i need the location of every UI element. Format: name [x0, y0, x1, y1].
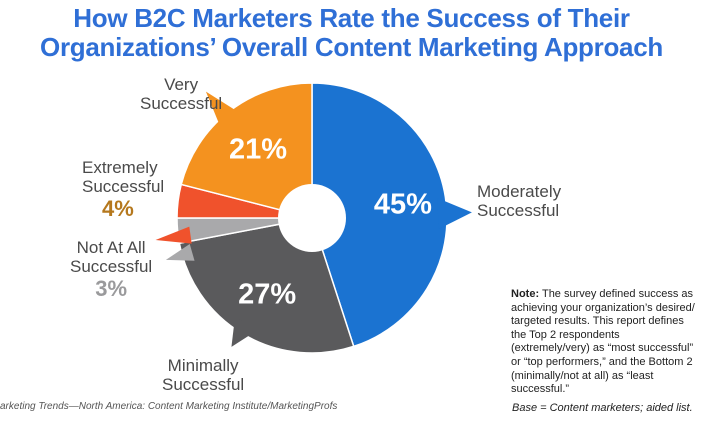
label-moderately-line-1: Moderately: [477, 182, 562, 201]
survey-note: Note: The survey defined success as achi…: [511, 288, 699, 397]
label-extremely-line-2: Successful: [82, 177, 165, 196]
value-extremely: 4%: [102, 196, 134, 221]
note-label: Note:: [511, 288, 540, 300]
pointer-moderately: [437, 198, 472, 230]
slice-value-minimally: 27%: [238, 279, 296, 311]
label-minimally-successful: Minimally Successful: [162, 356, 244, 394]
label-notatall-line-2: Successful: [70, 257, 153, 276]
donut-hole: [278, 184, 346, 252]
label-very-line-1: Very: [164, 75, 199, 94]
pointer-minimally: [231, 316, 258, 347]
chart-title-line-2: Organizations’ Overall Content Marketing…: [40, 32, 663, 62]
label-not-at-all-successful: Not At All Successful 3%: [70, 238, 152, 301]
value-not-at-all: 3%: [95, 276, 127, 301]
slice-value-moderately: 45%: [374, 189, 432, 221]
pointer-extremely: [155, 226, 192, 244]
chart-title-line-1: How B2C Marketers Rate the Success of Th…: [73, 3, 630, 33]
label-extremely-line-1: Extremely: [82, 158, 158, 177]
label-extremely-successful: Extremely Successful 4%: [82, 158, 164, 221]
label-very-line-2: Successful: [140, 94, 223, 113]
slice-moderately: [311, 82, 448, 348]
pointer-not-at-all: [165, 243, 195, 261]
label-very-successful: Very Successful: [140, 75, 222, 113]
slice-value-very: 21%: [229, 133, 287, 165]
label-notatall-line-1: Not At All: [76, 238, 146, 257]
label-minimally-line-2: Successful: [162, 375, 245, 394]
base-note: Base = Content marketers; aided list.: [512, 402, 693, 414]
chart-title: How B2C Marketers Rate the Success of Th…: [0, 4, 703, 62]
label-moderately-successful: Moderately Successful: [477, 182, 561, 220]
source-citation: arketing Trends—North America: Content M…: [0, 401, 338, 412]
label-minimally-line-1: Minimally: [167, 356, 239, 375]
note-text: The survey defined success as achieving …: [511, 288, 695, 396]
pointer-very: [205, 91, 243, 132]
label-moderately-line-2: Successful: [477, 201, 560, 220]
